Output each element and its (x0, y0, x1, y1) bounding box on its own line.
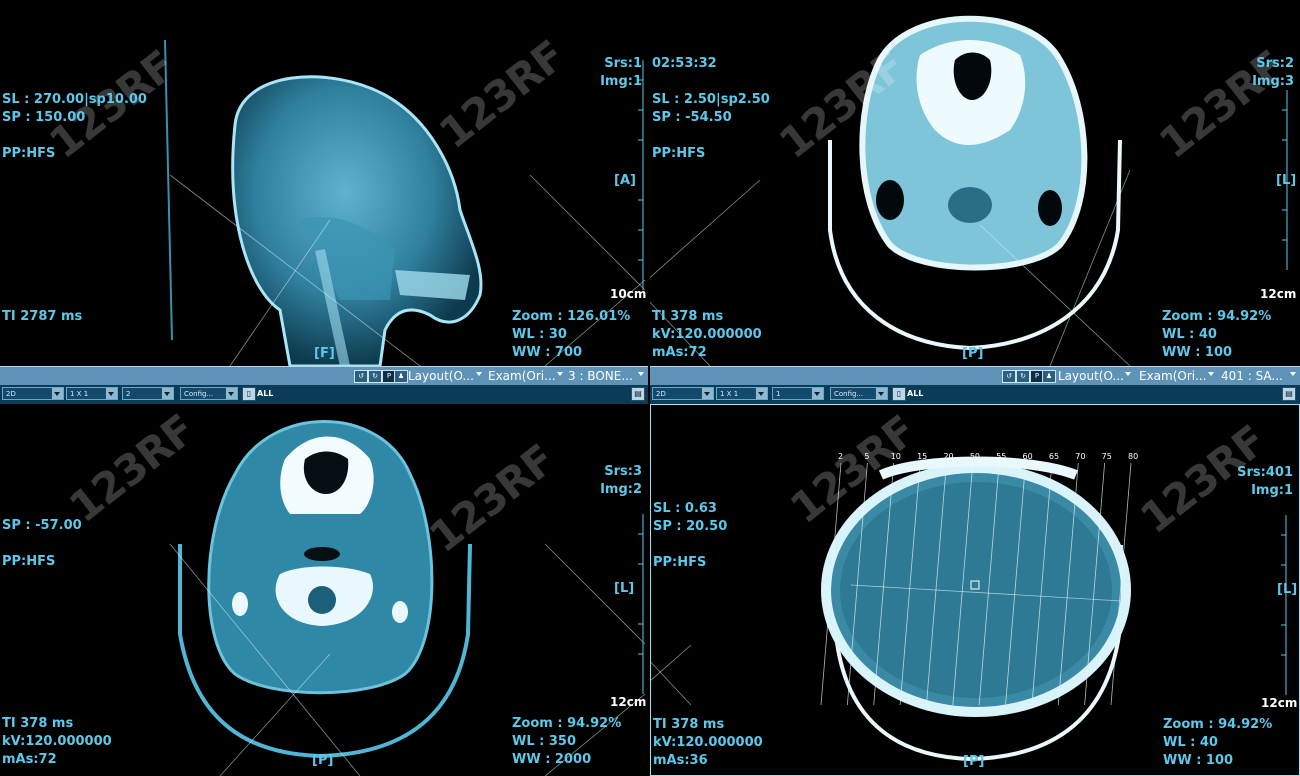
page-icon[interactable]: ▯ (242, 387, 256, 401)
series-label: Srs:401 Img:1 (1237, 465, 1293, 498)
viewport-axial-bone[interactable]: 123RF 123RF Srs:3 Img:2 SP : -57.00 PP:HFS… (0, 404, 648, 776)
chevron-down-icon[interactable] (638, 372, 644, 376)
view-mode-select[interactable]: 2D (652, 387, 714, 400)
orientation-marker: [F] (314, 346, 335, 361)
slice-number-label: 20 (943, 452, 953, 461)
user-icon[interactable]: ♟ (394, 370, 408, 383)
orientation-marker: [L] (1277, 582, 1298, 597)
chevron-down-icon[interactable] (557, 372, 563, 376)
slice-line[interactable] (952, 462, 974, 706)
slice-number-label: 50 (970, 452, 980, 461)
tab-layout[interactable]: Layout(O... (408, 369, 474, 383)
slice-line[interactable] (1084, 462, 1106, 706)
tab-series[interactable]: 401 : SA... (1221, 369, 1283, 383)
sagittal-skull-image (164, 39, 646, 366)
slice-number-label: 75 (1102, 452, 1112, 461)
scale-label: 10cm (610, 287, 647, 301)
scale-label: 12cm (610, 695, 647, 709)
slice-number-label: 70 (1075, 452, 1085, 461)
slice-line[interactable] (899, 462, 921, 706)
slice-number-label: 15 (917, 452, 927, 461)
viewport-toolbar-right: 2D 1 X 1 1 Config... ▯ ALL ▤ (650, 385, 1300, 405)
slice-line[interactable] (1110, 462, 1132, 706)
printer-icon[interactable]: ▤ (631, 387, 645, 401)
acquisition-info: TI 2787 ms (2, 309, 83, 324)
orientation-marker: [L] (1276, 173, 1297, 188)
step-select[interactable]: 1 (772, 387, 824, 400)
layout-select[interactable]: 1 X 1 (716, 387, 768, 400)
slice-number-label: 80 (1128, 452, 1138, 461)
window-info: Zoom : 126.01% WL : 30 WW : 700 (512, 309, 631, 360)
chevron-down-icon[interactable] (1290, 372, 1296, 376)
slice-line[interactable] (820, 462, 842, 706)
layout-select[interactable]: 1 X 1 (66, 387, 118, 400)
chevron-down-icon[interactable] (1125, 372, 1131, 376)
slice-number-label: 2 (838, 452, 843, 461)
tab-layout[interactable]: Layout(O... (1058, 369, 1124, 383)
series-label: Srs:3 Img:2 (600, 464, 642, 497)
user-icon[interactable]: ♟ (1042, 370, 1056, 383)
tab-exam[interactable]: Exam(Ori... (1139, 369, 1207, 383)
slice-info: SL : 0.63 SP : 20.50 PP:HFS (653, 501, 728, 570)
viewport-axial-brain[interactable]: 2 5 10 15 20 50 55 60 65 70 75 80 123RF 123RF Srs:4… (650, 404, 1300, 776)
chevron-down-icon[interactable] (1208, 372, 1214, 376)
orientation-marker: [A] (614, 173, 636, 188)
acquisition-info: TI 378 ms kV:120.000000 mAs:72 (652, 309, 762, 360)
slice-line[interactable] (1031, 462, 1053, 706)
series-label: Srs:1 Img:1 (600, 56, 642, 89)
slice-line[interactable] (873, 462, 895, 706)
acquisition-info: TI 378 ms kV:120.000000 mAs:36 (653, 717, 763, 768)
slice-number-label: 5 (864, 452, 869, 461)
axial-mandible-image (650, 15, 1288, 366)
viewport-toolbar-left: 2D 1 X 1 2 Config... ▯ ALL ▤ (0, 385, 648, 405)
chevron-down-icon[interactable] (476, 372, 482, 376)
slice-info: SP : -57.00 PP:HFS (2, 518, 82, 569)
time-label: 02:53:32 (652, 56, 717, 71)
slice-info: SL : 2.50|sp2.50 SP : -54.50 PP:HFS (652, 92, 770, 161)
config-select[interactable]: Config... (180, 387, 238, 400)
slice-line[interactable] (978, 462, 1000, 706)
series-label: Srs:2 Img:3 (1252, 56, 1294, 89)
orientation-marker: [P] (963, 754, 985, 769)
window-info: Zoom : 94.92% WL : 40 WW : 100 (1162, 309, 1272, 360)
slice-line[interactable] (846, 462, 868, 706)
viewport-sagittal[interactable]: 123RF 123RF Srs:1 Img:1 SL : 270.00|sp10.… (0, 0, 648, 366)
link-icon[interactable]: ↻ (368, 370, 382, 383)
tab-series[interactable]: 3 : BONE... (568, 369, 633, 383)
slice-number-label: 10 (891, 452, 901, 461)
scale-label: 12cm (1260, 287, 1297, 301)
slice-number-label: 55 (996, 452, 1006, 461)
all-button[interactable]: ALL (257, 389, 274, 398)
orientation-marker: [P] (962, 346, 984, 361)
slice-info: SL : 270.00|sp10.00 SP : 150.00 PP:HFS (2, 92, 147, 161)
tab-exam[interactable]: Exam(Ori... (488, 369, 556, 383)
orientation-marker: [L] (614, 581, 635, 596)
window-info: Zoom : 94.92% WL : 40 WW : 100 (1163, 717, 1273, 768)
patient-icon[interactable]: P (1030, 370, 1044, 383)
slice-line[interactable] (1005, 462, 1026, 706)
slice-line[interactable] (1057, 462, 1079, 706)
all-button[interactable]: ALL (907, 389, 924, 398)
axial-brain-image: 2 5 10 15 20 50 55 60 65 70 75 80 (651, 452, 1287, 762)
viewport-tab-bar-right: ↺ ↻ P ♟ Layout(O... Exam(Ori... 401 : SA… (650, 366, 1300, 386)
page-icon[interactable]: ▯ (892, 387, 906, 401)
acquisition-info: TI 378 ms kV:120.000000 mAs:72 (2, 716, 112, 767)
window-info: Zoom : 94.92% WL : 350 WW : 2000 (512, 716, 622, 767)
viewport-tab-bar-left: ↺ ↻ P ♟ Layout(O... Exam(Ori... 3 : BONE… (0, 366, 648, 386)
axial-bone-image (169, 420, 646, 776)
config-select[interactable]: Config... (830, 387, 888, 400)
orientation-marker: [P] (312, 753, 334, 768)
link-icon[interactable]: ↺ (1002, 370, 1016, 383)
view-mode-select[interactable]: 2D (2, 387, 64, 400)
step-select[interactable]: 2 (122, 387, 174, 400)
scale-label: 12cm (1261, 696, 1298, 710)
link-icon[interactable]: ↻ (1016, 370, 1030, 383)
slice-number-label: 65 (1049, 452, 1059, 461)
viewport-axial-soft[interactable]: 123RF 123RF 02:53:32 Srs:2 Img:3 SL : 2.5… (650, 0, 1300, 366)
slice-number-label: 60 (1023, 452, 1033, 461)
printer-icon[interactable]: ▤ (1282, 387, 1296, 401)
link-icon[interactable]: ↺ (354, 370, 368, 383)
slice-line[interactable] (926, 462, 947, 706)
